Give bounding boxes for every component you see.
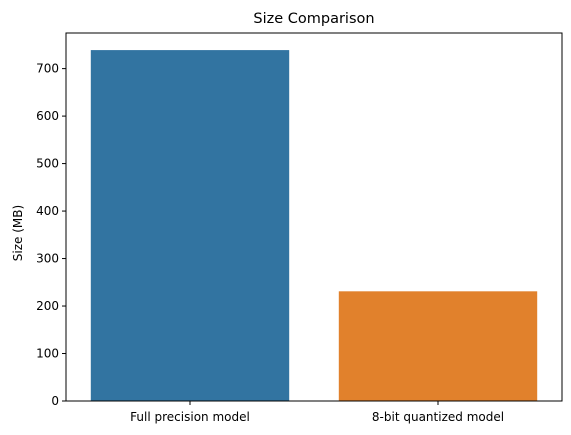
y-tick-label: 100 (36, 347, 59, 361)
x-tick-label: Full precision model (130, 410, 250, 424)
bar-1 (90, 50, 290, 402)
x-axis-ticks: Full precision model 8-bit quantized mode… (130, 401, 504, 424)
x-tick-label: 8-bit quantized model (372, 410, 504, 424)
y-axis-label: Size (MB) (11, 205, 25, 261)
plot-frame (65, 32, 563, 402)
y-tick-label: 600 (36, 109, 59, 123)
y-axis-ticks: 0 100 200 300 400 500 600 700 (36, 62, 66, 408)
y-tick-label: 400 (36, 204, 59, 218)
y-tick-label: 0 (51, 394, 59, 408)
y-tick-label: 200 (36, 299, 59, 313)
bar-2 (338, 291, 538, 401)
chart-title: Size Comparison (253, 11, 374, 27)
y-tick-label: 700 (36, 62, 59, 76)
y-tick-label: 300 (36, 252, 59, 266)
y-tick-label: 500 (36, 157, 59, 171)
bars-group (90, 50, 538, 402)
